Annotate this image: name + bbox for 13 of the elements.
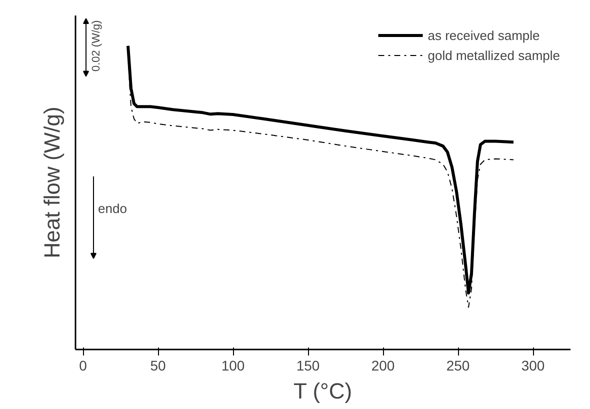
x-tick-label: 150: [296, 358, 320, 374]
legend-label: as received sample: [428, 28, 540, 42]
x-tick-label: 200: [371, 358, 395, 374]
x-tick-label: 50: [150, 358, 166, 374]
x-tick-label: 250: [446, 358, 470, 374]
x-tick-label: 0: [79, 358, 88, 374]
y-axis-title: Heat flow (W/g): [40, 106, 64, 258]
annotation: 0.02 (W/g): [90, 20, 102, 72]
annotation: endo: [98, 200, 127, 216]
x-axis-title: T (°C): [294, 378, 352, 404]
x-tick-label: 300: [521, 358, 545, 374]
legend-label: gold metallized sample: [428, 48, 560, 62]
x-tick-label: 100: [221, 358, 245, 374]
